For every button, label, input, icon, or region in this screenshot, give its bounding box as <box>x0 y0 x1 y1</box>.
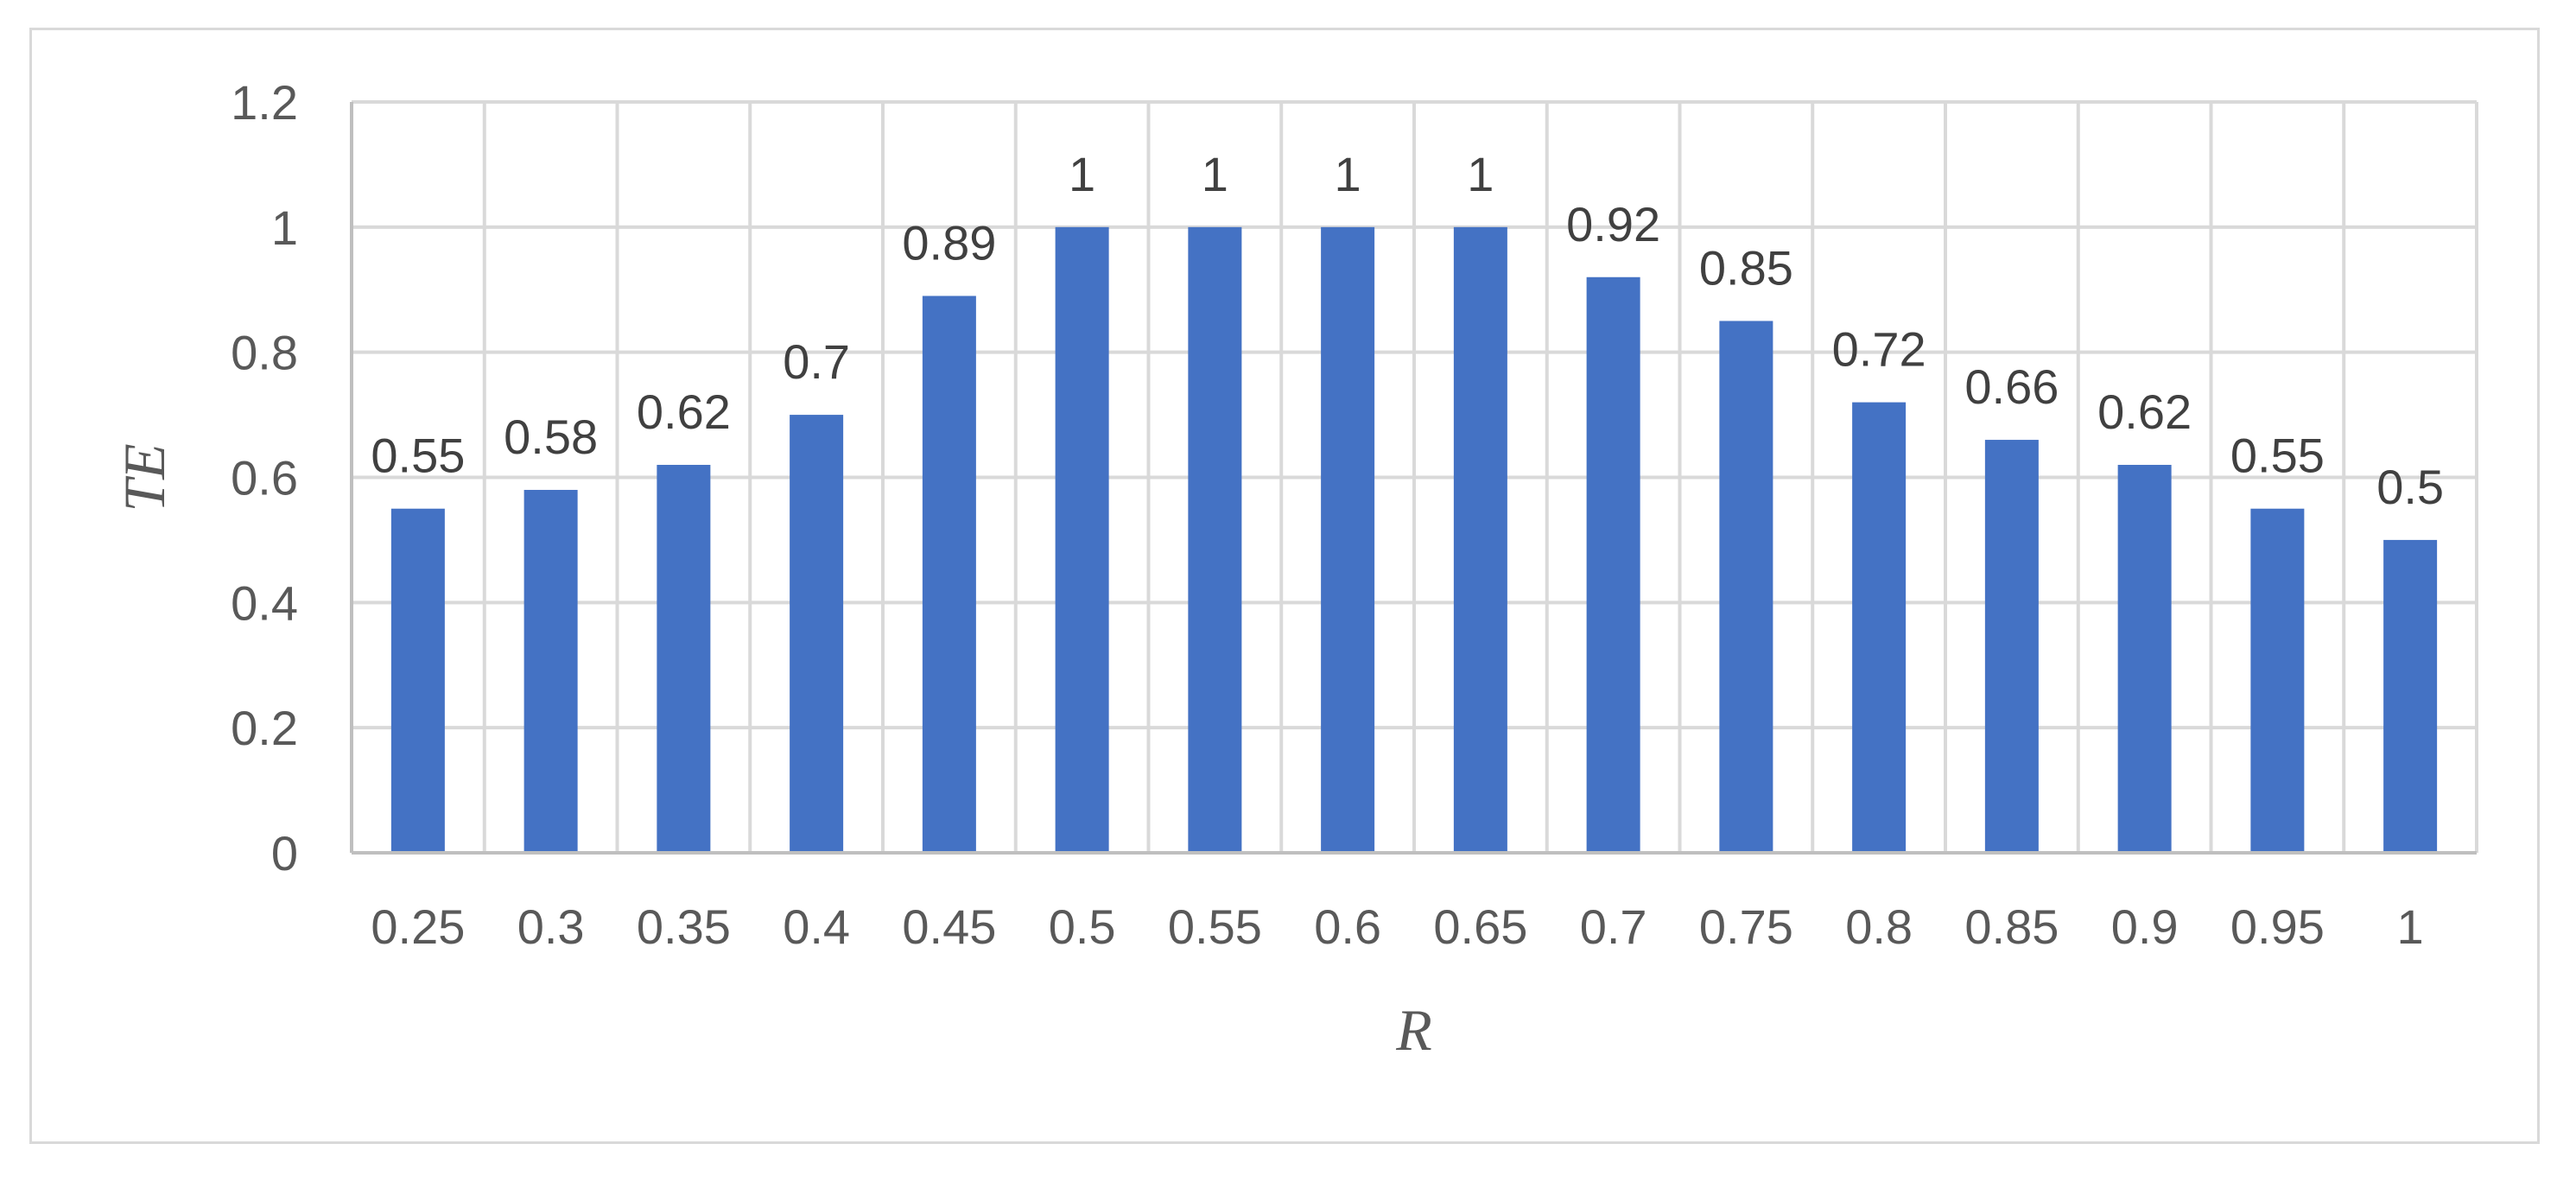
x-tick-label: 0.6 <box>1314 899 1381 954</box>
axes <box>350 102 2477 855</box>
bar <box>1453 226 1507 853</box>
x-tick-label: 0.85 <box>1964 899 2059 954</box>
bar <box>2250 508 2305 853</box>
x-axis-title: R <box>1395 997 1432 1063</box>
data-label: 1 <box>1202 147 1228 201</box>
data-label: 0.89 <box>902 215 996 270</box>
bar <box>2117 465 2172 853</box>
data-label: 0.92 <box>1566 197 1660 251</box>
data-label: 0.62 <box>2097 384 2192 439</box>
data-label: 1 <box>1467 147 1494 201</box>
bar <box>2383 539 2438 853</box>
bar <box>790 415 844 853</box>
bar <box>1586 276 1640 853</box>
x-tick-label: 0.65 <box>1433 899 1527 954</box>
data-label: 0.5 <box>2376 460 2444 514</box>
bar <box>1055 226 1109 853</box>
bar <box>922 296 976 853</box>
x-tick-label: 0.35 <box>637 899 731 954</box>
x-tick-label: 0.7 <box>1580 899 1647 954</box>
bar <box>1321 226 1375 853</box>
data-label: 0.66 <box>1964 359 2059 414</box>
x-tick-label: 0.8 <box>1845 899 1913 954</box>
data-label: 1 <box>1069 147 1095 201</box>
x-tick-label: 1 <box>2397 899 2424 954</box>
y-tick-label: 0.2 <box>231 701 298 755</box>
x-tick-label: 0.4 <box>783 899 850 954</box>
y-tick-label: 0.8 <box>231 326 298 380</box>
bar <box>1719 321 1773 853</box>
y-tick-label: 0.4 <box>231 575 298 630</box>
data-label: 0.58 <box>504 410 598 464</box>
x-tick-label: 0.95 <box>2230 899 2325 954</box>
bar <box>523 489 578 853</box>
data-label: 0.62 <box>637 384 731 439</box>
data-labels: 0.55 0.58 0.62 0.7 0.89 1 1 1 1 0.92 0.85 0.72 0.66 0… <box>371 147 2444 514</box>
x-tick-label: 0.75 <box>1699 899 1793 954</box>
bar <box>1188 226 1242 853</box>
data-label: 0.55 <box>371 429 465 483</box>
y-tick-label: 0 <box>271 826 298 880</box>
x-tick-label: 0.3 <box>517 899 585 954</box>
bar <box>1852 402 1907 854</box>
x-tick-label: 0.5 <box>1049 899 1116 954</box>
y-tick-label: 0.6 <box>231 451 298 505</box>
y-tick-label: 1 <box>271 200 298 255</box>
x-tick-label: 0.9 <box>2111 899 2179 954</box>
x-tick-label: 0.25 <box>371 899 465 954</box>
y-tick-label: 1.2 <box>231 75 298 130</box>
data-label: 1 <box>1335 147 1361 201</box>
x-tick-labels: 0.25 0.3 0.35 0.4 0.45 0.5 0.55 0.6 0.65 0.7 0.75 0… <box>371 899 2423 954</box>
data-label: 0.72 <box>1832 322 1926 377</box>
y-axis-title: TE <box>111 443 177 512</box>
x-tick-label: 0.45 <box>902 899 996 954</box>
bar <box>1984 440 2039 853</box>
data-label: 0.7 <box>783 334 850 389</box>
bars <box>390 226 2438 854</box>
x-tick-label: 0.55 <box>1168 899 1262 954</box>
y-tick-labels: 0 0.2 0.4 0.6 0.8 1 1.2 <box>231 75 298 880</box>
bar <box>657 465 711 853</box>
bar <box>390 508 445 853</box>
data-label: 0.55 <box>2230 429 2325 483</box>
data-label: 0.85 <box>1699 240 1793 295</box>
